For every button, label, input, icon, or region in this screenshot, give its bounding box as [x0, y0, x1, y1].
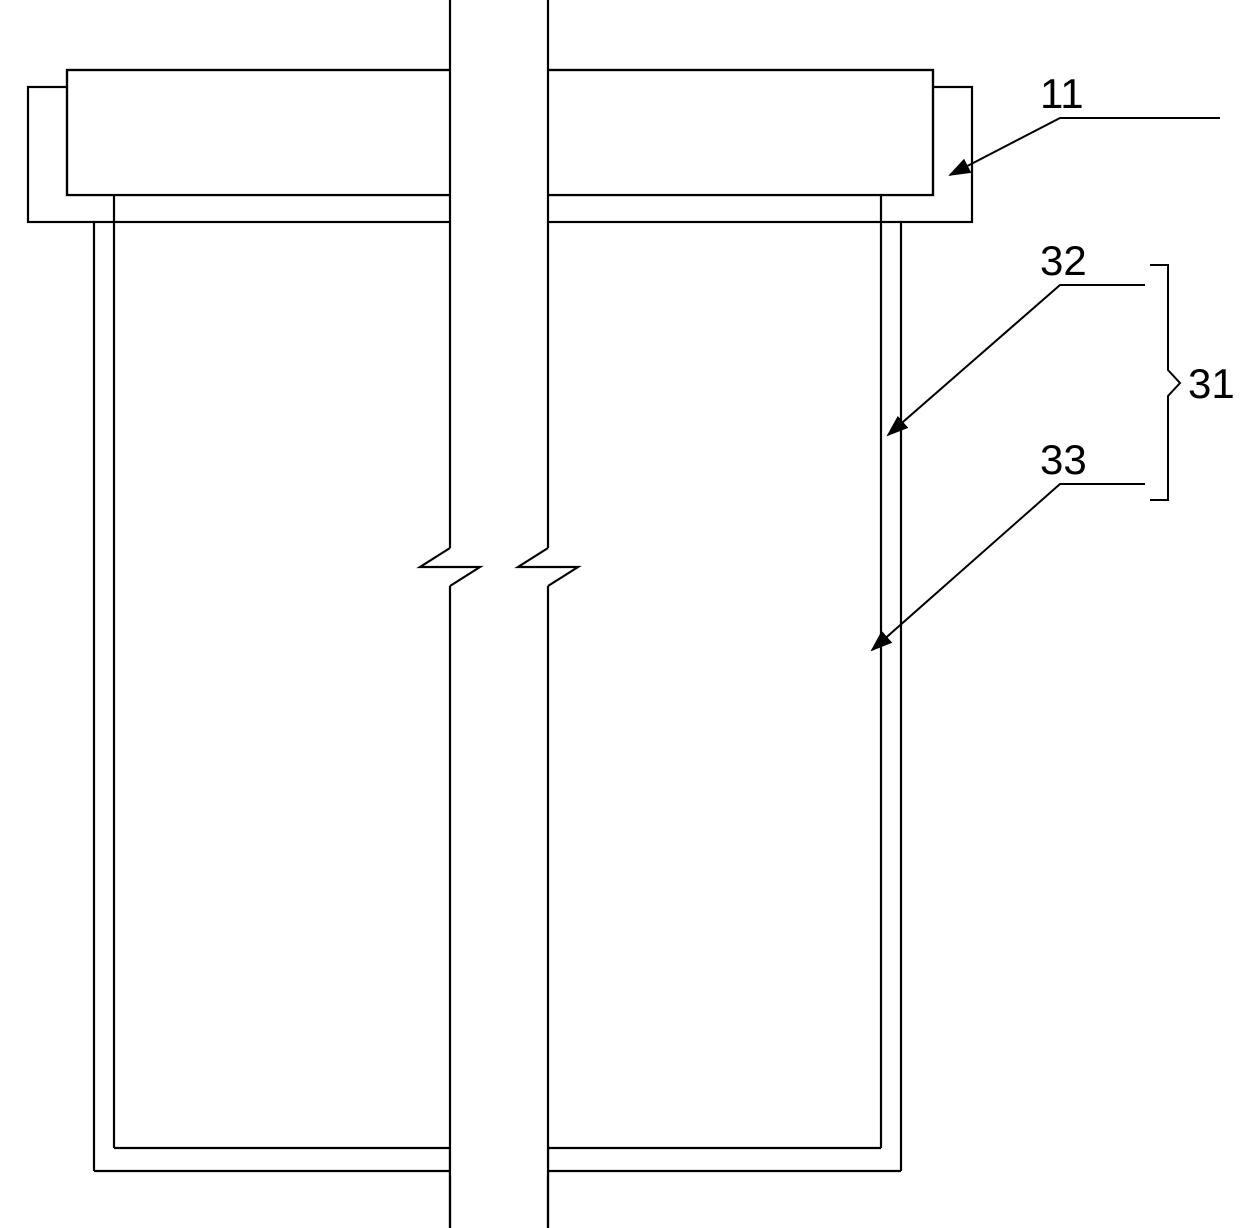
diagram-svg: 11 32 33 31 [0, 0, 1240, 1228]
label-32: 32 [1040, 237, 1087, 284]
leader-line-33 [872, 484, 1145, 650]
technical-diagram: 11 32 33 31 [0, 0, 1240, 1228]
bottom-gap-fill [451, 1146, 547, 1176]
leader-line-32 [888, 285, 1145, 435]
label-11: 11 [1040, 70, 1084, 117]
center-gap-fill [450, 68, 548, 228]
zigzag-left [420, 548, 480, 586]
label-31: 31 [1188, 360, 1235, 407]
label-33: 33 [1040, 436, 1087, 483]
zigzag-right [518, 548, 578, 586]
bracket-31 [1150, 265, 1180, 500]
leader-line-11 [950, 118, 1220, 175]
